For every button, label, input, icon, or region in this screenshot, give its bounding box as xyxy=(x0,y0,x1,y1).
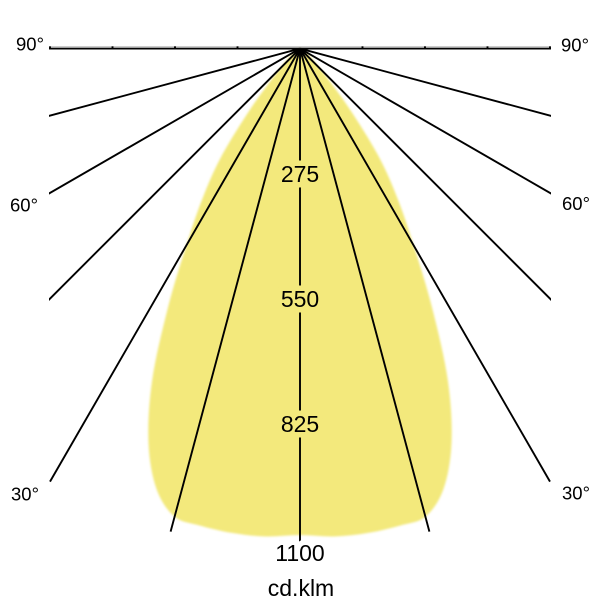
angle-label: 60° xyxy=(10,195,38,216)
radial-line xyxy=(169,48,301,532)
polar-arc xyxy=(49,46,551,49)
polar-arc xyxy=(236,46,364,49)
radial-tick-label: 550 xyxy=(281,286,319,312)
radial-tick-label: 275 xyxy=(281,161,319,187)
angle-label: 90° xyxy=(561,35,589,56)
radial-tick-label: 1100 xyxy=(275,540,324,566)
angle-label: 30° xyxy=(11,484,39,505)
unit-label: cd.klm xyxy=(268,575,334,600)
grid-group xyxy=(0,0,600,549)
polar-arc xyxy=(111,46,489,49)
polar-arc xyxy=(0,0,600,49)
radial-line xyxy=(49,47,301,301)
radial-tick-halo: 550 xyxy=(281,286,319,312)
angle-label: 60° xyxy=(562,193,590,214)
radial-tick-halo: 275 xyxy=(281,161,319,187)
radial-line xyxy=(49,47,301,195)
radial-line xyxy=(49,48,301,483)
polar-arc xyxy=(0,0,600,49)
radial-tick-label: 825 xyxy=(281,411,319,437)
angle-label: 90° xyxy=(16,34,44,55)
radial-line xyxy=(299,48,551,483)
radial-line xyxy=(299,48,431,532)
radial-line xyxy=(49,47,301,117)
polar-arc xyxy=(0,0,600,49)
polar-arc xyxy=(174,46,426,49)
radial-line xyxy=(299,47,551,195)
polar-arc xyxy=(0,0,600,49)
radial-line xyxy=(299,47,551,301)
radial-tick-halo: 825 xyxy=(281,411,319,437)
radial-line xyxy=(299,47,551,117)
angle-label: 30° xyxy=(562,483,590,504)
radial-tick-halo: 1100 xyxy=(275,540,324,566)
